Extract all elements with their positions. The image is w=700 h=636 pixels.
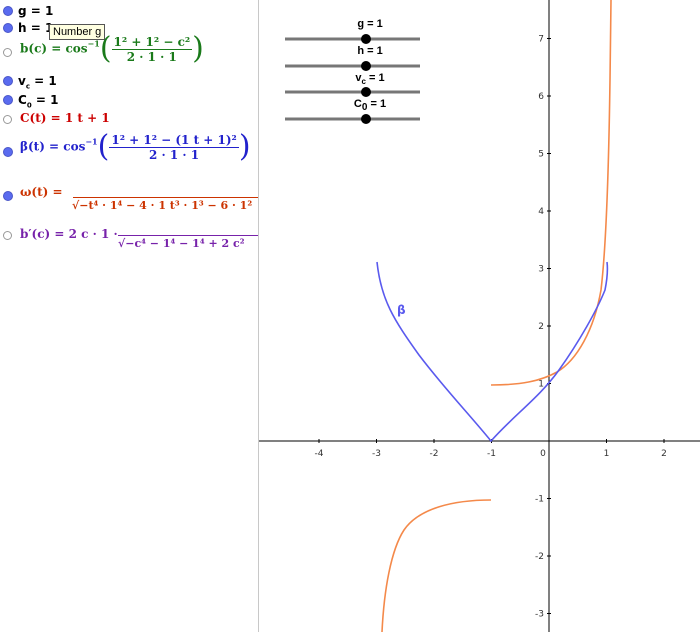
omega-curve-lower[interactable] (381, 499, 492, 633)
beta-lhs: β(t) = cos (20, 139, 86, 154)
slider-h-handle[interactable] (361, 61, 371, 71)
slider-vc-handle[interactable] (361, 87, 371, 97)
algebra-row-b[interactable]: b(c) = cos−1(1² + 1² − c² 2 · 1 · 1) (0, 34, 258, 70)
c0-rest: = 1 (31, 93, 59, 107)
b-lhs: b(c) = cos (20, 41, 88, 56)
bprime-denominator: √−c⁴ − 1⁴ − 1⁴ + 2 c² (118, 237, 245, 250)
bprime-lhs: b′(c) = 2 c · 1 · (20, 227, 118, 241)
x-tick-label: -2 (430, 449, 439, 459)
x-tick-label: -3 (372, 449, 381, 459)
c0-name: C (18, 93, 27, 107)
y-tick-label: 1 (538, 380, 544, 390)
y-tick-label: -3 (535, 610, 544, 620)
algebra-view: g = 1 h = 1 Number g b(c) = cos−1(1² + 1… (0, 0, 259, 632)
c0-value: C0 = 1 (18, 93, 58, 109)
x-tick-label: -4 (315, 449, 324, 459)
algebra-row-beta[interactable]: β(t) = cos−1(1² + 1² − (1 t + 1)² 2 · 1 ·… (0, 130, 258, 174)
h-value: h = 1 (18, 21, 54, 35)
slider-g-label: g = 1 (357, 18, 382, 30)
b-formula: b(c) = cos−1(1² + 1² − c² 2 · 1 · 1) (20, 31, 204, 66)
vc-subscript: c (25, 82, 30, 91)
omega-denominator: √−t⁴ · 1⁴ − 4 · 1 t³ · 1³ − 6 · 1² (72, 199, 253, 212)
visibility-toggle[interactable] (3, 6, 13, 16)
beta-numerator: 1² + 1² − (1 t + 1)² (109, 132, 239, 148)
slider-c0-handle[interactable] (361, 114, 371, 124)
slider-vc-name: v (355, 72, 362, 84)
bprime-fraction-bar (118, 235, 258, 236)
slider-vc-subscript: c (362, 77, 367, 86)
y-tick-label: -2 (535, 552, 544, 562)
algebra-row-omega[interactable]: ω(t) = √−t⁴ · 1⁴ − 4 · 1 t³ · 1³ − 6 · 1… (0, 183, 258, 213)
omega-formula: ω(t) = √−t⁴ · 1⁴ − 4 · 1 t³ · 1³ − 6 · 1… (20, 185, 258, 212)
x-tick-labels: -4 -3 -2 -1 0 1 2 (315, 439, 667, 459)
slider-c0-rest: = 1 (367, 98, 386, 110)
y-tick-labels: 7 6 5 4 3 2 1 -1 -2 -3 (535, 35, 551, 620)
b-denominator: 2 · 1 · 1 (126, 49, 177, 64)
slider-h-label: h = 1 (357, 45, 382, 57)
x-tick-label: 0 (540, 449, 546, 459)
omega-curve-upper[interactable] (490, 0, 612, 386)
slider-g-handle[interactable] (361, 34, 371, 44)
y-tick-label: 6 (538, 92, 544, 102)
x-tick-label: 2 (661, 449, 667, 459)
ct-formula: C(t) = 1 t + 1 (20, 111, 110, 125)
visibility-toggle[interactable] (3, 191, 13, 201)
omega-lhs: ω(t) = (20, 185, 63, 199)
slider-c0-name: C (354, 98, 362, 110)
algebra-row-vc[interactable]: vc = 1 (0, 73, 258, 90)
vc-rest: = 1 (29, 74, 57, 88)
omega-fraction-bar (73, 197, 258, 198)
slider-c0[interactable]: C0 = 1 (285, 98, 420, 124)
g-value: g = 1 (18, 4, 54, 18)
slider-g[interactable]: g = 1 (285, 18, 420, 44)
y-tick-label: 3 (538, 265, 544, 275)
bprime-formula: b′(c) = 2 c · 1 · √−c⁴ − 1⁴ − 1⁴ + 2 c² (20, 227, 258, 250)
algebra-row-g[interactable]: g = 1 (0, 3, 258, 19)
visibility-toggle[interactable] (3, 95, 13, 105)
algebra-row-h[interactable]: h = 1 (0, 20, 258, 36)
algebra-row-bprime[interactable]: b′(c) = 2 c · 1 · √−c⁴ − 1⁴ − 1⁴ + 2 c² (0, 222, 258, 252)
y-tick-label: 7 (538, 35, 544, 45)
vc-value: vc = 1 (18, 74, 57, 90)
graphics-view[interactable]: -4 -3 -2 -1 0 1 2 7 6 5 4 3 2 1 -1 -2 -3 β g = 1 h = 1 … (259, 0, 700, 633)
visibility-toggle[interactable] (3, 231, 12, 240)
y-tick-label: 4 (538, 207, 544, 217)
slider-c0-subscript: 0 (362, 102, 368, 113)
y-tick-label: 2 (538, 322, 544, 332)
slider-vc-label: vc = 1 (355, 72, 384, 86)
visibility-toggle[interactable] (3, 115, 12, 124)
c0-subscript: 0 (26, 101, 32, 110)
y-tick-label: 5 (538, 150, 544, 160)
beta-curve-label: β (397, 303, 406, 317)
y-tick-label: -1 (535, 495, 544, 505)
x-tick-label: 1 (604, 449, 610, 459)
slider-vc[interactable]: vc = 1 (285, 72, 420, 97)
b-numerator: 1² + 1² − c² (111, 34, 193, 50)
slider-vc-rest: = 1 (366, 72, 385, 84)
beta-formula: β(t) = cos−1(1² + 1² − (1 t + 1)² 2 · 1 ·… (20, 129, 251, 164)
beta-denominator: 2 · 1 · 1 (149, 147, 200, 162)
visibility-toggle[interactable] (3, 76, 13, 86)
algebra-row-c0[interactable]: C0 = 1 (0, 92, 258, 109)
beta-curve[interactable] (376, 261, 609, 443)
algebra-row-ct[interactable]: C(t) = 1 t + 1 (0, 110, 258, 128)
visibility-toggle[interactable] (3, 23, 13, 33)
visibility-toggle[interactable] (3, 147, 13, 157)
slider-c0-label: C0 = 1 (354, 98, 386, 113)
x-tick-label: -1 (487, 449, 496, 459)
vc-name: v (18, 74, 26, 88)
tooltip: Number g (49, 24, 106, 40)
slider-h[interactable]: h = 1 (285, 45, 420, 71)
visibility-toggle[interactable] (3, 48, 12, 57)
